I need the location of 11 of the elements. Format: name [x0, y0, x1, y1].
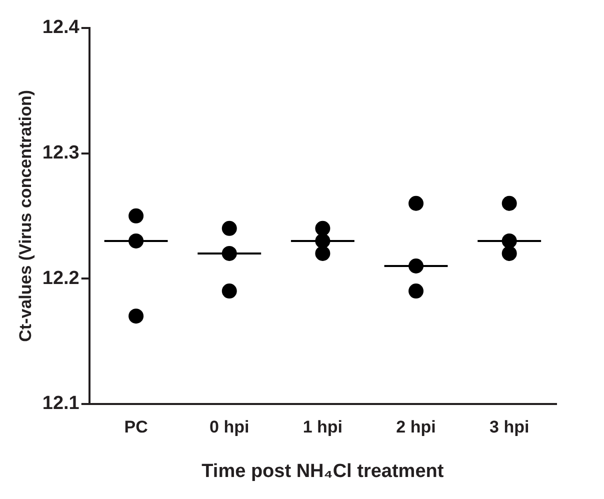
x-axis-title: Time post NH₄Cl treatment — [202, 460, 444, 482]
x-tick-label: 1 hpi — [302, 418, 343, 437]
x-tick-label: PC — [124, 418, 148, 437]
y-tick-label: 12.3 — [42, 142, 80, 164]
y-tick-label: 12.1 — [42, 393, 80, 414]
x-tick-label: 3 hpi — [490, 418, 530, 437]
x-tick-label: 0 hpi — [210, 418, 250, 437]
y-axis-title: Ct-values (Virus concentration) — [16, 90, 35, 342]
x-tick-label: 2 hpi — [396, 418, 436, 437]
y-tick-label: 12.2 — [42, 268, 80, 289]
y-tick-label: 12.4 — [42, 17, 80, 38]
